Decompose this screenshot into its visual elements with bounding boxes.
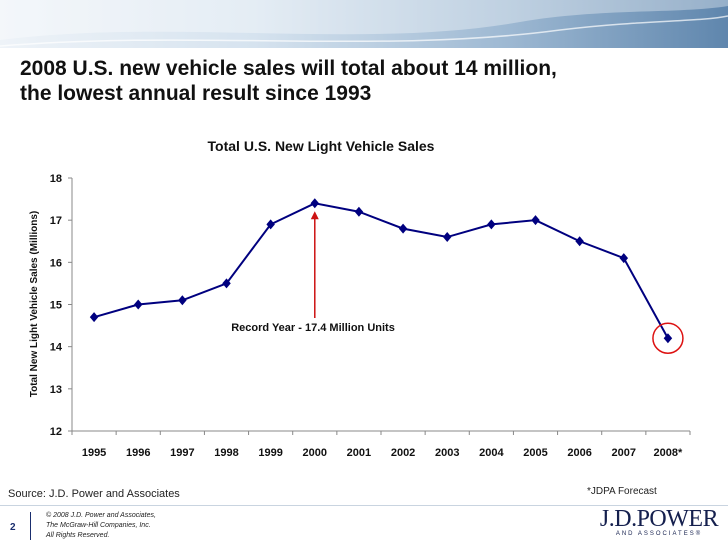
data-point-marker xyxy=(266,219,275,230)
chart-title: Total U.S. New Light Vehicle Sales xyxy=(208,138,435,154)
copyright-block: © 2008 J.D. Power and Associates, The Mc… xyxy=(46,511,156,541)
data-point-marker xyxy=(575,236,584,247)
header-band xyxy=(0,0,728,48)
x-tick-label: 1998 xyxy=(214,447,238,459)
data-point-marker xyxy=(663,333,673,344)
logo-subtext: AND ASSOCIATES® xyxy=(615,531,703,537)
x-tick-label: 2000 xyxy=(303,447,327,459)
x-tick-label: 2004 xyxy=(479,447,504,459)
line-chart: Total U.S. New Light Vehicle Sales Total… xyxy=(29,138,691,459)
data-point-marker xyxy=(531,215,540,226)
page-number: 2 xyxy=(10,522,16,533)
data-point-marker xyxy=(354,206,364,217)
forecast-note: *JDPA Forecast xyxy=(587,486,657,497)
x-tick-label: 2006 xyxy=(567,447,591,459)
x-tick-label: 2002 xyxy=(391,447,415,459)
annotation-arrow-head xyxy=(310,211,319,220)
x-tick-label: 2008* xyxy=(654,447,683,459)
y-tick-label: 12 xyxy=(50,426,62,438)
y-axis-label: Total New Light Vehicle Sales (Millions) xyxy=(29,211,40,398)
source-note: Source: J.D. Power and Associates xyxy=(8,488,180,500)
header-wave-decoration xyxy=(0,0,728,47)
page-number-rule xyxy=(30,512,31,540)
copyright-line: © 2008 J.D. Power and Associates, xyxy=(46,512,156,519)
x-tick-label: 2007 xyxy=(612,447,636,459)
footer-divider xyxy=(0,505,728,506)
y-tick-label: 14 xyxy=(50,342,63,354)
jd-power-logo: J.D.POWER AND ASSOCIATES® xyxy=(598,506,720,544)
y-tick-label: 16 xyxy=(50,257,62,269)
copyright-line: All Rights Reserved. xyxy=(46,532,110,539)
y-tick-label: 13 xyxy=(50,384,62,396)
y-tick-label: 18 xyxy=(50,173,62,185)
data-point-marker xyxy=(619,253,629,264)
x-tick-label: 1997 xyxy=(170,447,194,459)
chart-annotations: Record Year - 17.4 Million Units xyxy=(231,211,684,354)
x-tick-label: 1995 xyxy=(82,447,106,459)
y-tick-label: 17 xyxy=(50,215,62,227)
x-tick-label: 2003 xyxy=(435,447,459,459)
y-tick-label: 15 xyxy=(50,300,62,312)
y-axis-ticks: 12 13 14 15 16 17 18 xyxy=(50,173,72,438)
data-point-marker xyxy=(442,232,452,243)
x-tick-label: 1996 xyxy=(126,447,150,459)
copyright-line: The McGraw-Hill Companies, Inc. xyxy=(46,522,151,529)
data-point-marker xyxy=(89,312,99,323)
data-point-marker xyxy=(178,295,187,306)
data-point-marker xyxy=(398,223,408,234)
x-axis-ticks: 1995 1996 1997 1998 1999 2000 2001 2002 2003 2004… xyxy=(71,431,691,459)
data-point-marker xyxy=(310,198,320,209)
slide-title: 2008 U.S. new vehicle sales will total a… xyxy=(20,57,557,105)
data-point-marker xyxy=(222,278,231,289)
record-year-annotation: Record Year - 17.4 Million Units xyxy=(231,322,395,334)
x-tick-label: 2001 xyxy=(347,447,371,459)
sales-series xyxy=(89,198,673,344)
series-line xyxy=(93,202,669,339)
data-point-marker xyxy=(133,299,143,310)
data-point-marker xyxy=(487,219,496,230)
x-tick-label: 2005 xyxy=(523,447,547,459)
forecast-highlight-circle xyxy=(652,322,684,354)
x-tick-label: 1999 xyxy=(258,447,282,459)
logo-wordmark: J.D.POWER xyxy=(599,506,719,532)
